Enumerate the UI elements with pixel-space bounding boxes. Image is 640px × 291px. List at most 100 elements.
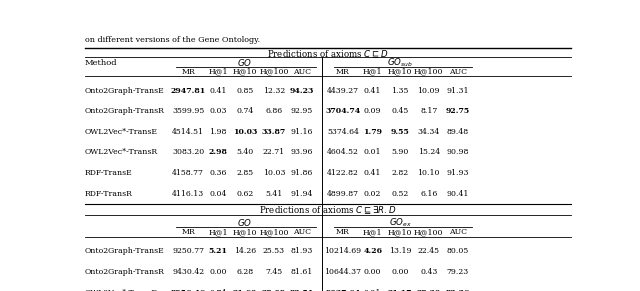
Text: H@10: H@10 xyxy=(388,228,412,236)
Text: H@100: H@100 xyxy=(414,68,444,76)
Text: $GO_{ex}$: $GO_{ex}$ xyxy=(389,216,412,228)
Text: H@10: H@10 xyxy=(233,228,257,236)
Text: 0.41: 0.41 xyxy=(364,169,381,177)
Text: 3599.95: 3599.95 xyxy=(172,107,204,115)
Text: Predictions of axioms $C \sqsubseteq \exists R.D$: Predictions of axioms $C \sqsubseteq \ex… xyxy=(259,205,397,217)
Text: AUC: AUC xyxy=(449,68,467,76)
Text: 0.09: 0.09 xyxy=(364,107,381,115)
Text: 79.23: 79.23 xyxy=(447,268,469,276)
Text: 33.87: 33.87 xyxy=(262,128,286,136)
Text: 0.03: 0.03 xyxy=(209,107,227,115)
Text: 3704.74: 3704.74 xyxy=(325,107,360,115)
Text: 92.75: 92.75 xyxy=(446,107,470,115)
Text: H@10: H@10 xyxy=(388,68,412,76)
Text: OWL2Vec*-TransR: OWL2Vec*-TransR xyxy=(85,148,158,156)
Text: 91.94: 91.94 xyxy=(291,190,313,198)
Text: 1.98: 1.98 xyxy=(209,128,227,136)
Text: 1.35: 1.35 xyxy=(391,86,408,95)
Text: 5.41: 5.41 xyxy=(266,190,283,198)
Text: 28.09: 28.09 xyxy=(262,289,286,291)
Text: 3083.20: 3083.20 xyxy=(172,148,204,156)
Text: 0.36: 0.36 xyxy=(209,169,227,177)
Text: RDF-TransR: RDF-TransR xyxy=(85,190,133,198)
Text: 4.26: 4.26 xyxy=(363,247,382,255)
Text: 10644.37: 10644.37 xyxy=(324,268,362,276)
Text: 6.86: 6.86 xyxy=(266,107,282,115)
Text: on different versions of the Gene Ontology.: on different versions of the Gene Ontolo… xyxy=(85,36,260,44)
Text: 14.26: 14.26 xyxy=(234,247,256,255)
Text: 9.55: 9.55 xyxy=(390,128,410,136)
Text: H@1: H@1 xyxy=(363,68,382,76)
Text: 0.43: 0.43 xyxy=(420,268,437,276)
Text: 4514.51: 4514.51 xyxy=(172,128,204,136)
Text: AUC: AUC xyxy=(292,68,311,76)
Text: 25.53: 25.53 xyxy=(263,247,285,255)
Text: 15.24: 15.24 xyxy=(418,148,440,156)
Text: 9037.64: 9037.64 xyxy=(325,289,360,291)
Text: 94.23: 94.23 xyxy=(289,86,314,95)
Text: H@1: H@1 xyxy=(208,228,228,236)
Text: 4158.77: 4158.77 xyxy=(172,169,204,177)
Text: 0.00: 0.00 xyxy=(391,268,409,276)
Text: 81.61: 81.61 xyxy=(291,268,313,276)
Text: 0.01: 0.01 xyxy=(364,148,381,156)
Text: 4439.27: 4439.27 xyxy=(327,86,359,95)
Text: 0.41: 0.41 xyxy=(209,86,227,95)
Text: Onto2Graph-TransR: Onto2Graph-TransR xyxy=(85,268,165,276)
Text: 10.03: 10.03 xyxy=(233,128,257,136)
Text: Onto2Graph-TransR: Onto2Graph-TransR xyxy=(85,107,165,115)
Text: 0.45: 0.45 xyxy=(391,107,408,115)
Text: 0.04: 0.04 xyxy=(209,190,227,198)
Text: 0.62: 0.62 xyxy=(237,190,254,198)
Text: 22.71: 22.71 xyxy=(263,148,285,156)
Text: 0.00: 0.00 xyxy=(364,268,381,276)
Text: 8.17: 8.17 xyxy=(420,107,437,115)
Text: MR: MR xyxy=(336,228,349,236)
Text: 91.31: 91.31 xyxy=(447,86,469,95)
Text: 22.45: 22.45 xyxy=(418,247,440,255)
Text: 92.95: 92.95 xyxy=(291,107,313,115)
Text: MR: MR xyxy=(336,68,349,76)
Text: 12.32: 12.32 xyxy=(263,86,285,95)
Text: MR: MR xyxy=(181,228,195,236)
Text: 5.90: 5.90 xyxy=(391,148,408,156)
Text: 2947.81: 2947.81 xyxy=(170,86,205,95)
Text: $GO$: $GO$ xyxy=(237,57,253,68)
Text: 7.45: 7.45 xyxy=(266,268,282,276)
Text: 0.02: 0.02 xyxy=(364,190,381,198)
Text: 2.85: 2.85 xyxy=(237,169,253,177)
Text: 4899.87: 4899.87 xyxy=(327,190,359,198)
Text: 91.16: 91.16 xyxy=(291,128,313,136)
Text: H@100: H@100 xyxy=(259,68,289,76)
Text: Predictions of axioms $C \sqsubseteq D$: Predictions of axioms $C \sqsubseteq D$ xyxy=(268,48,388,60)
Text: 9430.42: 9430.42 xyxy=(172,268,204,276)
Text: AUC: AUC xyxy=(292,228,311,236)
Text: MR: MR xyxy=(181,68,195,76)
Text: 6.28: 6.28 xyxy=(237,268,253,276)
Text: 93.96: 93.96 xyxy=(291,148,313,156)
Text: H@10: H@10 xyxy=(233,68,257,76)
Text: H@1: H@1 xyxy=(363,228,382,236)
Text: 6.16: 6.16 xyxy=(420,190,437,198)
Text: 82.36: 82.36 xyxy=(446,289,470,291)
Text: 5.40: 5.40 xyxy=(237,148,254,156)
Text: 0.21: 0.21 xyxy=(364,289,381,291)
Text: 4122.82: 4122.82 xyxy=(327,169,359,177)
Text: 10.10: 10.10 xyxy=(417,169,440,177)
Text: H@100: H@100 xyxy=(259,228,289,236)
Text: 90.98: 90.98 xyxy=(447,148,469,156)
Text: 81.93: 81.93 xyxy=(291,247,313,255)
Text: 90.41: 90.41 xyxy=(447,190,469,198)
Text: 13.19: 13.19 xyxy=(388,247,411,255)
Text: 89.48: 89.48 xyxy=(447,128,469,136)
Text: 2.98: 2.98 xyxy=(209,148,227,156)
Text: 8956.46: 8956.46 xyxy=(171,289,205,291)
Text: 9250.77: 9250.77 xyxy=(172,247,204,255)
Text: 10.03: 10.03 xyxy=(262,169,285,177)
Text: 5374.64: 5374.64 xyxy=(327,128,359,136)
Text: 82.51: 82.51 xyxy=(289,289,314,291)
Text: H@100: H@100 xyxy=(414,228,444,236)
Text: RDF-TransE: RDF-TransE xyxy=(85,169,132,177)
Text: 28.30: 28.30 xyxy=(417,289,441,291)
Text: 5.21: 5.21 xyxy=(209,247,227,255)
